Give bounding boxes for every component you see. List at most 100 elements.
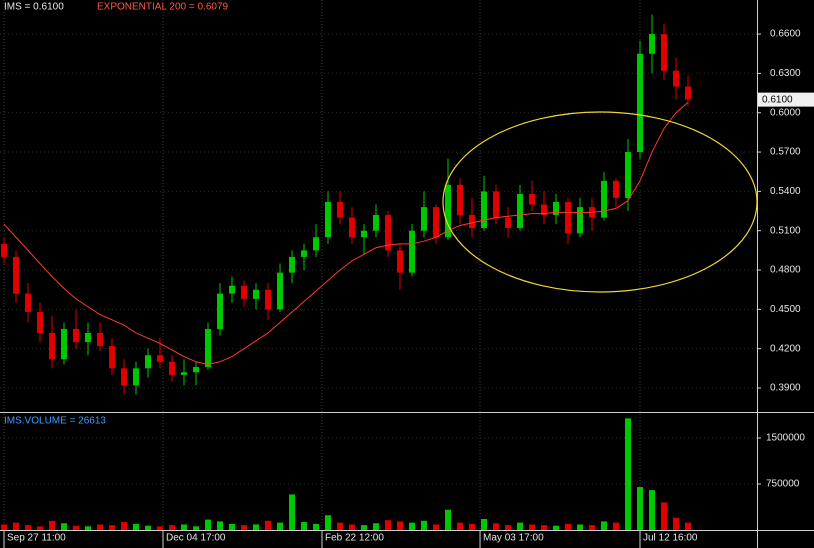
candle-body — [600, 180, 607, 218]
y-tick-label: 750000 — [766, 479, 800, 490]
candle-body — [648, 34, 655, 54]
volume-bar — [444, 509, 451, 530]
candle-body — [516, 194, 523, 229]
volume-bar — [336, 522, 343, 530]
candle-body — [276, 272, 283, 310]
volume-bar — [192, 526, 199, 530]
candle-body — [96, 332, 103, 347]
candle-body — [480, 191, 487, 229]
candle-body — [72, 329, 79, 343]
volume-bar — [324, 515, 331, 530]
candle-body — [612, 180, 619, 198]
candle-body — [336, 201, 343, 218]
x-tick-label: Feb 22 12:00 — [325, 533, 384, 544]
volume-bar — [216, 521, 223, 530]
candle-body — [240, 285, 247, 299]
candle-body — [492, 191, 499, 218]
volume-bar — [144, 525, 151, 530]
last-price-label: 0.6100 — [762, 94, 793, 105]
volume-bar — [312, 523, 319, 530]
y-tick-label: 0.4500 — [770, 304, 801, 315]
candle-body — [12, 256, 19, 294]
candle-body — [36, 311, 43, 333]
volume-bar — [276, 522, 283, 530]
volume-bar — [432, 524, 439, 530]
candle-body — [504, 217, 511, 229]
volume-bar — [492, 523, 499, 530]
volume-bar — [564, 523, 571, 530]
volume-bar — [672, 517, 679, 530]
volume-bar — [204, 519, 211, 530]
y-tick-label: 0.5700 — [770, 147, 801, 158]
volume-bar — [180, 524, 187, 530]
candle-body — [528, 194, 535, 205]
volume-bar — [132, 523, 139, 530]
volume-bar — [0, 524, 7, 530]
volume-bar — [288, 494, 295, 530]
volume-bar — [384, 520, 391, 530]
volume-bar — [408, 522, 415, 530]
x-tick-label: Sep 27 11:00 — [7, 533, 66, 544]
y-tick-label: 0.3900 — [770, 383, 801, 394]
y-tick-label: 0.4800 — [770, 265, 801, 276]
volume-bar — [516, 522, 523, 530]
candle-body — [348, 217, 355, 238]
candle-body — [132, 368, 139, 386]
y-tick-label: 0.6300 — [770, 68, 801, 79]
candle-body — [204, 329, 211, 368]
candle-body — [168, 361, 175, 375]
volume-bar — [108, 525, 115, 530]
volume-bar — [468, 523, 475, 530]
volume-bar — [168, 525, 175, 530]
marks — [0, 14, 691, 530]
y-tick-label: 0.5400 — [770, 186, 801, 197]
volume-bar — [480, 518, 487, 530]
candle-body — [468, 214, 475, 229]
candle-body — [420, 207, 427, 231]
candle-body — [84, 332, 91, 343]
volume-bar — [84, 526, 91, 530]
last-price-box — [758, 92, 814, 107]
candle-body — [288, 256, 295, 273]
volume-bar — [264, 520, 271, 530]
volume-bar — [600, 521, 607, 530]
volume-bar — [60, 523, 67, 530]
volume-bar — [660, 502, 667, 530]
candle-body — [408, 230, 415, 273]
candle-body — [672, 70, 679, 87]
volume-bar — [420, 520, 427, 530]
y-tick-label: 0.5100 — [770, 225, 801, 236]
volume-title: IMS.VOLUME = 26613 — [4, 416, 106, 427]
volume-bar — [72, 525, 79, 530]
candle-body — [456, 184, 463, 215]
candle-body — [120, 368, 127, 386]
volume-bar — [576, 524, 583, 530]
candle-body — [624, 152, 631, 198]
candle-body — [324, 201, 331, 238]
volume-bar — [228, 523, 235, 530]
candle-body — [684, 86, 691, 100]
candle-body — [372, 214, 379, 231]
candle-body — [444, 184, 451, 238]
volume-bar — [156, 526, 163, 530]
candle-body — [252, 289, 259, 299]
ema-line — [3, 101, 689, 365]
candle-body — [192, 367, 199, 373]
candle-body — [552, 201, 559, 215]
x-tick-label: Jul 12 16:00 — [643, 533, 698, 544]
candle-body — [540, 204, 547, 215]
candle-body — [660, 34, 667, 71]
volume-bar — [648, 490, 655, 530]
candle-body — [144, 355, 151, 369]
candle-body — [432, 207, 439, 238]
candle-body — [312, 237, 319, 251]
candle-body — [180, 372, 187, 375]
volume-bar — [372, 523, 379, 530]
volume-bar — [240, 525, 247, 530]
candle-body — [108, 346, 115, 369]
y-tick-label: 0.6000 — [770, 107, 801, 118]
volume-bar — [48, 520, 55, 530]
candle-body — [300, 250, 307, 257]
